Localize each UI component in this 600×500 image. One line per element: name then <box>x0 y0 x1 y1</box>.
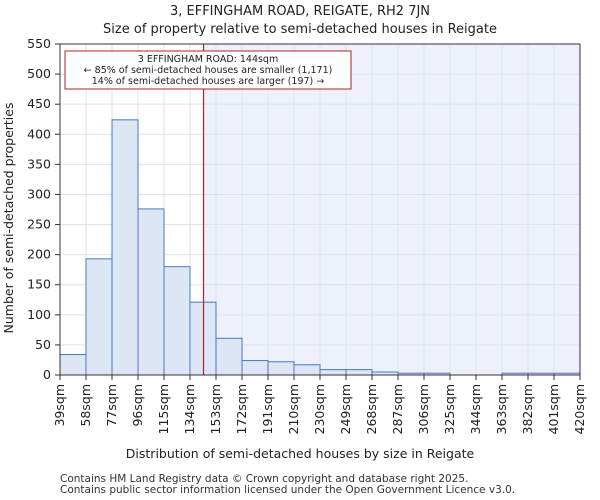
y-tick-label: 100 <box>27 307 51 322</box>
bar <box>85 258 113 376</box>
x-tick-label: 306sqm <box>416 384 431 434</box>
y-tick-label: 250 <box>27 217 51 232</box>
y-tick-label: 500 <box>27 66 51 81</box>
x-tick-label: 77sqm <box>104 384 119 427</box>
y-tick-label: 550 <box>27 36 51 51</box>
bar <box>163 266 191 376</box>
x-tick-label: 191sqm <box>260 384 275 434</box>
y-tick-label: 150 <box>27 277 51 292</box>
chart-subtitle: Size of property relative to semi-detach… <box>103 22 497 37</box>
bar <box>59 354 87 376</box>
x-axis-ticks: 39sqm 58sqm 77sqm 96sqm 115sqm 134sqm 153sqm 17… <box>52 375 587 434</box>
y-tick-label: 450 <box>27 96 51 111</box>
x-tick-label: 382sqm <box>520 384 535 434</box>
x-tick-label: 210sqm <box>286 384 301 434</box>
bar <box>267 361 295 376</box>
annotation-box: 3 EFFINGHAM ROAD: 144sqm ← 85% of semi-d… <box>64 50 352 90</box>
x-tick-label: 344sqm <box>468 384 483 434</box>
bar <box>319 369 347 376</box>
bar <box>345 369 373 376</box>
x-tick-label: 153sqm <box>208 384 223 434</box>
chart-title: 3, EFFINGHAM ROAD, REIGATE, RH2 7JN <box>170 4 430 19</box>
x-tick-label: 96sqm <box>130 384 145 427</box>
y-axis-ticks: 0 50 100 150 200 250 300 350 400 450 500 550 <box>27 36 60 382</box>
x-tick-label: 39sqm <box>52 384 67 427</box>
footer-line-1: Contains HM Land Registry data © Crown c… <box>60 473 469 485</box>
x-tick-label: 134sqm <box>182 384 197 434</box>
annotation-line-2: ← 85% of semi-detached houses are smalle… <box>84 65 333 76</box>
x-tick-label: 58sqm <box>78 384 93 427</box>
x-tick-label: 401sqm <box>546 384 561 434</box>
bar <box>111 119 139 376</box>
x-tick-label: 172sqm <box>234 384 249 434</box>
y-tick-label: 350 <box>27 156 51 171</box>
y-axis-label: Number of semi-detached properties <box>1 103 16 334</box>
bar <box>215 337 243 376</box>
annotation-line-3: 14% of semi-detached houses are larger (… <box>92 76 325 87</box>
larger-region-shade <box>203 44 580 375</box>
x-tick-label: 230sqm <box>312 384 327 434</box>
y-tick-label: 200 <box>27 247 51 262</box>
bars <box>59 119 581 376</box>
bar <box>241 360 269 376</box>
annotation-line-1: 3 EFFINGHAM ROAD: 144sqm <box>138 54 278 65</box>
annotation-frame <box>64 50 352 90</box>
y-tick-label: 0 <box>43 367 51 382</box>
footer-line-2: Contains public sector information licen… <box>60 484 516 496</box>
bar <box>293 364 321 376</box>
x-tick-label: 287sqm <box>390 384 405 434</box>
bar <box>137 208 165 376</box>
x-tick-label: 268sqm <box>364 384 379 434</box>
x-tick-label: 249sqm <box>338 384 353 434</box>
x-tick-label: 115sqm <box>156 384 171 434</box>
x-tick-label: 363sqm <box>494 384 509 434</box>
x-axis-label: Distribution of semi-detached houses by … <box>126 446 475 461</box>
x-tick-label: 420sqm <box>572 384 587 434</box>
y-tick-label: 50 <box>35 337 51 352</box>
y-tick-label: 300 <box>27 186 51 201</box>
y-tick-label: 400 <box>27 126 51 141</box>
x-tick-label: 325sqm <box>442 384 457 434</box>
